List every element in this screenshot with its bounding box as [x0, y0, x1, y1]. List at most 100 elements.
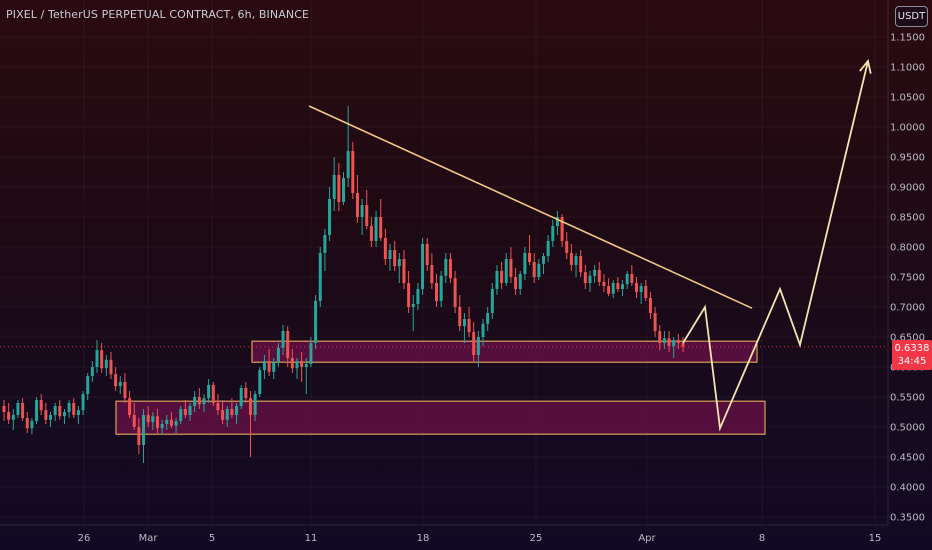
chart-title: PIXEL / TetherUS PERPETUAL CONTRACT, 6h,…	[6, 8, 310, 21]
y-tick-label: 0.9500	[890, 153, 925, 164]
candle-body	[388, 250, 392, 259]
support-zone-1	[251, 340, 758, 363]
y-tick-label: 0.4500	[890, 453, 925, 464]
currency-button[interactable]: USDT	[895, 6, 928, 27]
candle-body	[648, 298, 652, 313]
candle-body	[560, 217, 564, 241]
candle-body	[407, 283, 411, 307]
candle-body	[281, 331, 285, 348]
candle-body	[193, 397, 197, 406]
candle-body	[500, 271, 504, 283]
candle-body	[16, 403, 20, 415]
candle-body	[439, 275, 443, 301]
candle-body	[258, 370, 262, 394]
candle-body	[151, 416, 155, 423]
candle-body	[435, 283, 439, 301]
candle-body	[541, 256, 545, 264]
candle-body	[518, 274, 522, 289]
candle-body	[662, 338, 666, 343]
candle-body	[532, 262, 536, 277]
candle-body	[272, 362, 276, 372]
candle-body	[546, 241, 550, 256]
countdown-timer: 34:45	[897, 356, 927, 367]
candle-body	[658, 331, 662, 343]
candle-body	[142, 415, 146, 445]
y-tick-label: 0.3500	[890, 513, 925, 524]
candle-body	[62, 412, 66, 417]
y-tick-label: 1.0500	[890, 93, 925, 104]
y-tick-label: 1.1500	[890, 33, 925, 44]
candle-body	[21, 403, 25, 418]
candle-body	[374, 217, 378, 241]
candle-body	[574, 256, 578, 265]
candle-body	[332, 175, 336, 199]
candle-body	[397, 259, 401, 267]
candle-body	[207, 385, 211, 399]
candle-body	[81, 394, 85, 411]
last-price-value: 0.6338	[894, 343, 930, 354]
candle-body	[25, 418, 29, 429]
y-tick-label: 0.6500	[890, 333, 925, 344]
candle-body	[616, 283, 620, 289]
y-tick-label: 0.8000	[890, 243, 925, 254]
candle-body	[76, 410, 80, 415]
candle-body	[118, 382, 122, 387]
trendline	[308, 105, 753, 309]
candle-body	[211, 385, 215, 403]
candle-body	[216, 403, 220, 411]
candle-body	[583, 272, 587, 283]
candle-body	[672, 340, 676, 346]
candle-body	[490, 289, 494, 313]
candle-body	[132, 415, 136, 427]
y-tick-label: 0.5000	[890, 423, 925, 434]
candle-body	[365, 205, 369, 226]
candle-body	[72, 403, 76, 415]
candle-body	[39, 400, 43, 411]
candle-body	[248, 398, 252, 415]
candle-body	[337, 175, 341, 202]
candle-body	[355, 193, 359, 217]
candle-body	[342, 178, 345, 202]
candle-body	[137, 427, 141, 445]
candle-body	[183, 409, 187, 415]
candle-body	[104, 359, 108, 369]
x-tick-label: 18	[417, 533, 430, 544]
y-tick-label: 0.7000	[890, 303, 925, 314]
candle-body	[481, 323, 485, 337]
candle-body	[44, 410, 48, 420]
candle-body	[383, 238, 387, 259]
candle-body	[393, 250, 397, 267]
y-tick-label: 0.7500	[890, 273, 925, 284]
x-tick-label: 11	[305, 533, 318, 544]
candle-body	[634, 283, 638, 292]
candle-body	[421, 244, 425, 289]
candle-body	[537, 263, 541, 277]
candle-body	[295, 361, 299, 369]
candle-body	[114, 374, 118, 387]
candle-body	[160, 424, 164, 429]
candle-body	[369, 226, 373, 241]
candle-body	[416, 289, 420, 304]
candle-body	[253, 394, 257, 415]
candle-body	[509, 259, 513, 277]
candle-body	[11, 415, 15, 420]
candle-body	[309, 343, 313, 364]
candle-body	[504, 259, 508, 283]
candle-body	[276, 347, 280, 363]
candle-body	[621, 284, 625, 289]
candle-body	[597, 269, 601, 282]
candle-body	[467, 319, 471, 333]
x-tick-label: 26	[78, 533, 91, 544]
candle-body	[593, 269, 597, 276]
candle-body	[58, 406, 62, 417]
candle-body	[495, 271, 499, 289]
candle-body	[458, 307, 462, 327]
x-tick-label: Apr	[638, 533, 656, 544]
candle-body	[239, 388, 243, 406]
y-tick-label: 0.9000	[890, 183, 925, 194]
candle-body	[318, 253, 322, 301]
candle-body	[681, 343, 685, 347]
support-zone-2	[115, 400, 766, 435]
candle-body	[486, 313, 490, 324]
